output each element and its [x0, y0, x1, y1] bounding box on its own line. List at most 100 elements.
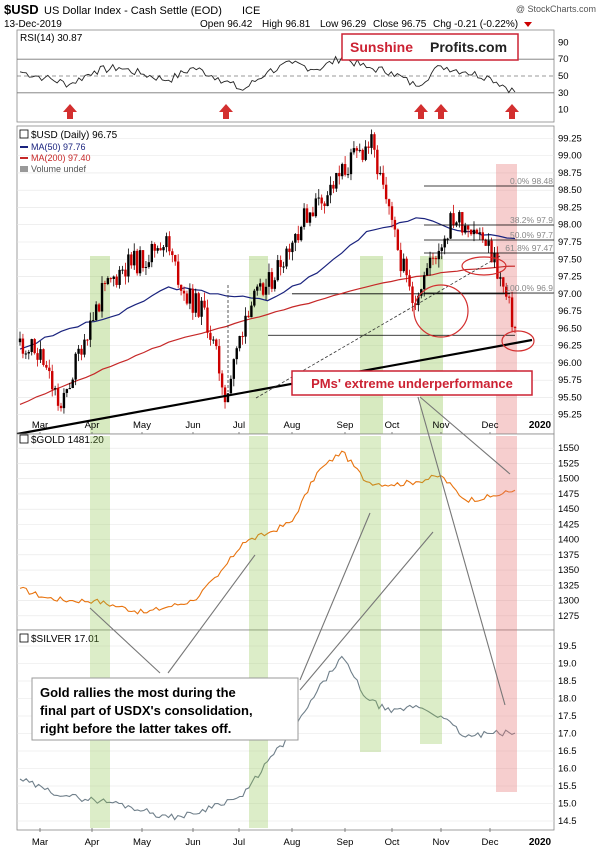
- mid-year-label: 2020: [529, 420, 552, 431]
- header-symbol: $USD: [4, 2, 39, 17]
- usd-candle-body-111: [343, 164, 347, 175]
- legend-usd: $USD (Daily) 96.75: [31, 130, 118, 141]
- usd-candle-body-97: [302, 208, 306, 227]
- mid-month-label-4: Jul: [233, 420, 245, 431]
- legend-volume: Volume undef: [31, 164, 87, 174]
- usd-candle-body-136: [417, 295, 420, 306]
- bottom-month-label-1: Apr: [85, 837, 100, 848]
- usd-candle-body-30: [106, 278, 110, 285]
- rsi-line: [19, 55, 516, 94]
- usd-candle-body-5: [33, 339, 36, 354]
- usd-candle-body-109: [338, 172, 341, 177]
- usd-candle-body-149: [455, 222, 458, 226]
- gold-frame: [16, 433, 555, 631]
- fib-label-2: 50.0% 97.7: [510, 230, 553, 240]
- mid-month-label-5: Aug: [284, 420, 301, 431]
- usd-candle-body-120: [370, 134, 373, 148]
- gold-tick-label-9: 1325: [558, 580, 579, 591]
- pointer-line-5: [299, 512, 371, 681]
- gold-grid: [17, 447, 554, 617]
- usd-candle-body-155: [472, 229, 476, 235]
- usd-tick-label-13: 96.00: [558, 358, 582, 369]
- usd-candle-body-84: [264, 286, 268, 295]
- rsi-tick-label-1: 70: [558, 54, 569, 65]
- usd-candle-body-26: [94, 304, 98, 321]
- usd-candle-body-139: [425, 268, 429, 276]
- lower-green-band-3: [420, 436, 442, 744]
- usd-candle-body-12: [53, 388, 57, 390]
- mid-month-label-8: Nov: [433, 420, 450, 431]
- usd-candle-body-86: [270, 272, 274, 289]
- usd-candle-body-112: [346, 174, 350, 176]
- usd-candle-body-44: [147, 262, 151, 267]
- usd-candle-body-158: [481, 232, 484, 240]
- pointer-lines: [89, 396, 511, 706]
- usd-tick-label-3: 98.50: [558, 185, 582, 196]
- usd-candle-body-74: [235, 348, 238, 360]
- usd-candle-body-60: [194, 293, 197, 313]
- usd-candle-body-42: [141, 250, 145, 269]
- usd-candle-body-78: [247, 315, 250, 318]
- highlight-circle-dec: [501, 330, 535, 352]
- highlight-circle-oct: [413, 284, 469, 338]
- usd-candle-body-90: [282, 266, 285, 268]
- usd-candle-body-35: [121, 269, 124, 271]
- silver-tick-label-3: 18.0: [558, 694, 577, 705]
- usd-candle-body-19: [74, 353, 77, 380]
- usd-candle-body-104: [323, 203, 326, 207]
- mid-month-label-7: Oct: [385, 420, 400, 431]
- usd-candle-body-69: [220, 373, 224, 388]
- usd-candle-body-16: [65, 389, 69, 393]
- usd-candle-body-3: [27, 351, 30, 354]
- usd-candle-body-31: [109, 278, 112, 280]
- usd-candle-body-47: [156, 248, 159, 251]
- usd-candle-body-143: [437, 250, 441, 260]
- silver-ticks: 19.5 19.0 18.5 18.0 17.5 17.0 16.5 16.0 15.5 15.0…: [558, 641, 577, 827]
- usd-candle-body-92: [288, 248, 291, 253]
- usd-candle-body-131: [402, 258, 405, 272]
- silver-tick-label-4: 17.5: [558, 711, 577, 722]
- usd-tick-label-4: 98.25: [558, 202, 582, 213]
- mid-month-label-6: Sep: [337, 420, 354, 431]
- gold-tick-label-6: 1400: [558, 535, 579, 546]
- ma200-line: [19, 265, 516, 405]
- rsi-panel: 90 70 50 30 10 RSI(14) 30.87 Sunshine Profit…: [16, 29, 569, 123]
- usd-candle-body-124: [381, 173, 385, 185]
- usd-tick-label-7: 97.50: [558, 254, 582, 265]
- usd-ticks: 99.25 99.00 98.75 98.50 98.25 98.00 97.75 97.50…: [558, 133, 582, 420]
- bottom-month-label-5: Aug: [284, 837, 301, 848]
- usd-candle-body-55: [179, 284, 183, 291]
- header-open: Open 96.42: [200, 19, 253, 30]
- usd-tick-label-0: 99.25: [558, 133, 582, 144]
- rsi-tick-label-2: 50: [558, 71, 569, 82]
- usd-levels: [268, 293, 515, 336]
- usd-candle-body-100: [311, 212, 315, 217]
- bottom-month-label-2: May: [133, 837, 151, 848]
- usd-candle-body-132: [405, 258, 408, 276]
- usd-candle-body-98: [305, 208, 309, 223]
- mid-month-label-0: Mar: [32, 420, 48, 431]
- usd-candle-body-41: [138, 250, 142, 274]
- usd-candle-body-107: [332, 184, 335, 189]
- usd-candle-body-36: [124, 269, 127, 277]
- header-high: High 96.81: [262, 19, 311, 30]
- legend-swatch-volume: [20, 166, 28, 172]
- bottom-month-label-4: Jul: [233, 837, 245, 848]
- gold-tick-label-3: 1475: [558, 489, 579, 500]
- gold-tick-label-8: 1350: [558, 565, 579, 576]
- gold-panel: 1550 1525 1500 1475 1450 1425 1400 1375 1350 1325…: [16, 433, 579, 631]
- mid-month-label-3: Jun: [185, 420, 200, 431]
- usd-candle-body-37: [127, 254, 130, 277]
- fib-levels: 0.0% 98.48 38.2% 97.9 50.0% 97.7 61.8% 97.4…: [424, 176, 554, 294]
- usd-candle-body-71: [226, 393, 230, 403]
- usd-candle-body-156: [475, 229, 479, 234]
- mid-month-axis: Mar Apr May Jun Jul Aug Sep Oct Nov Dec 2020: [32, 420, 552, 436]
- pms-annotation-text: PMs' extreme underperformance: [311, 376, 513, 391]
- usd-candle-body-133: [408, 275, 411, 287]
- usd-candle-body-114: [352, 148, 356, 153]
- usd-candle-body-58: [188, 288, 192, 304]
- usd-candle-body-77: [244, 315, 247, 337]
- usd-candle-body-138: [423, 275, 426, 290]
- brand-part2: Profits.com: [430, 39, 507, 55]
